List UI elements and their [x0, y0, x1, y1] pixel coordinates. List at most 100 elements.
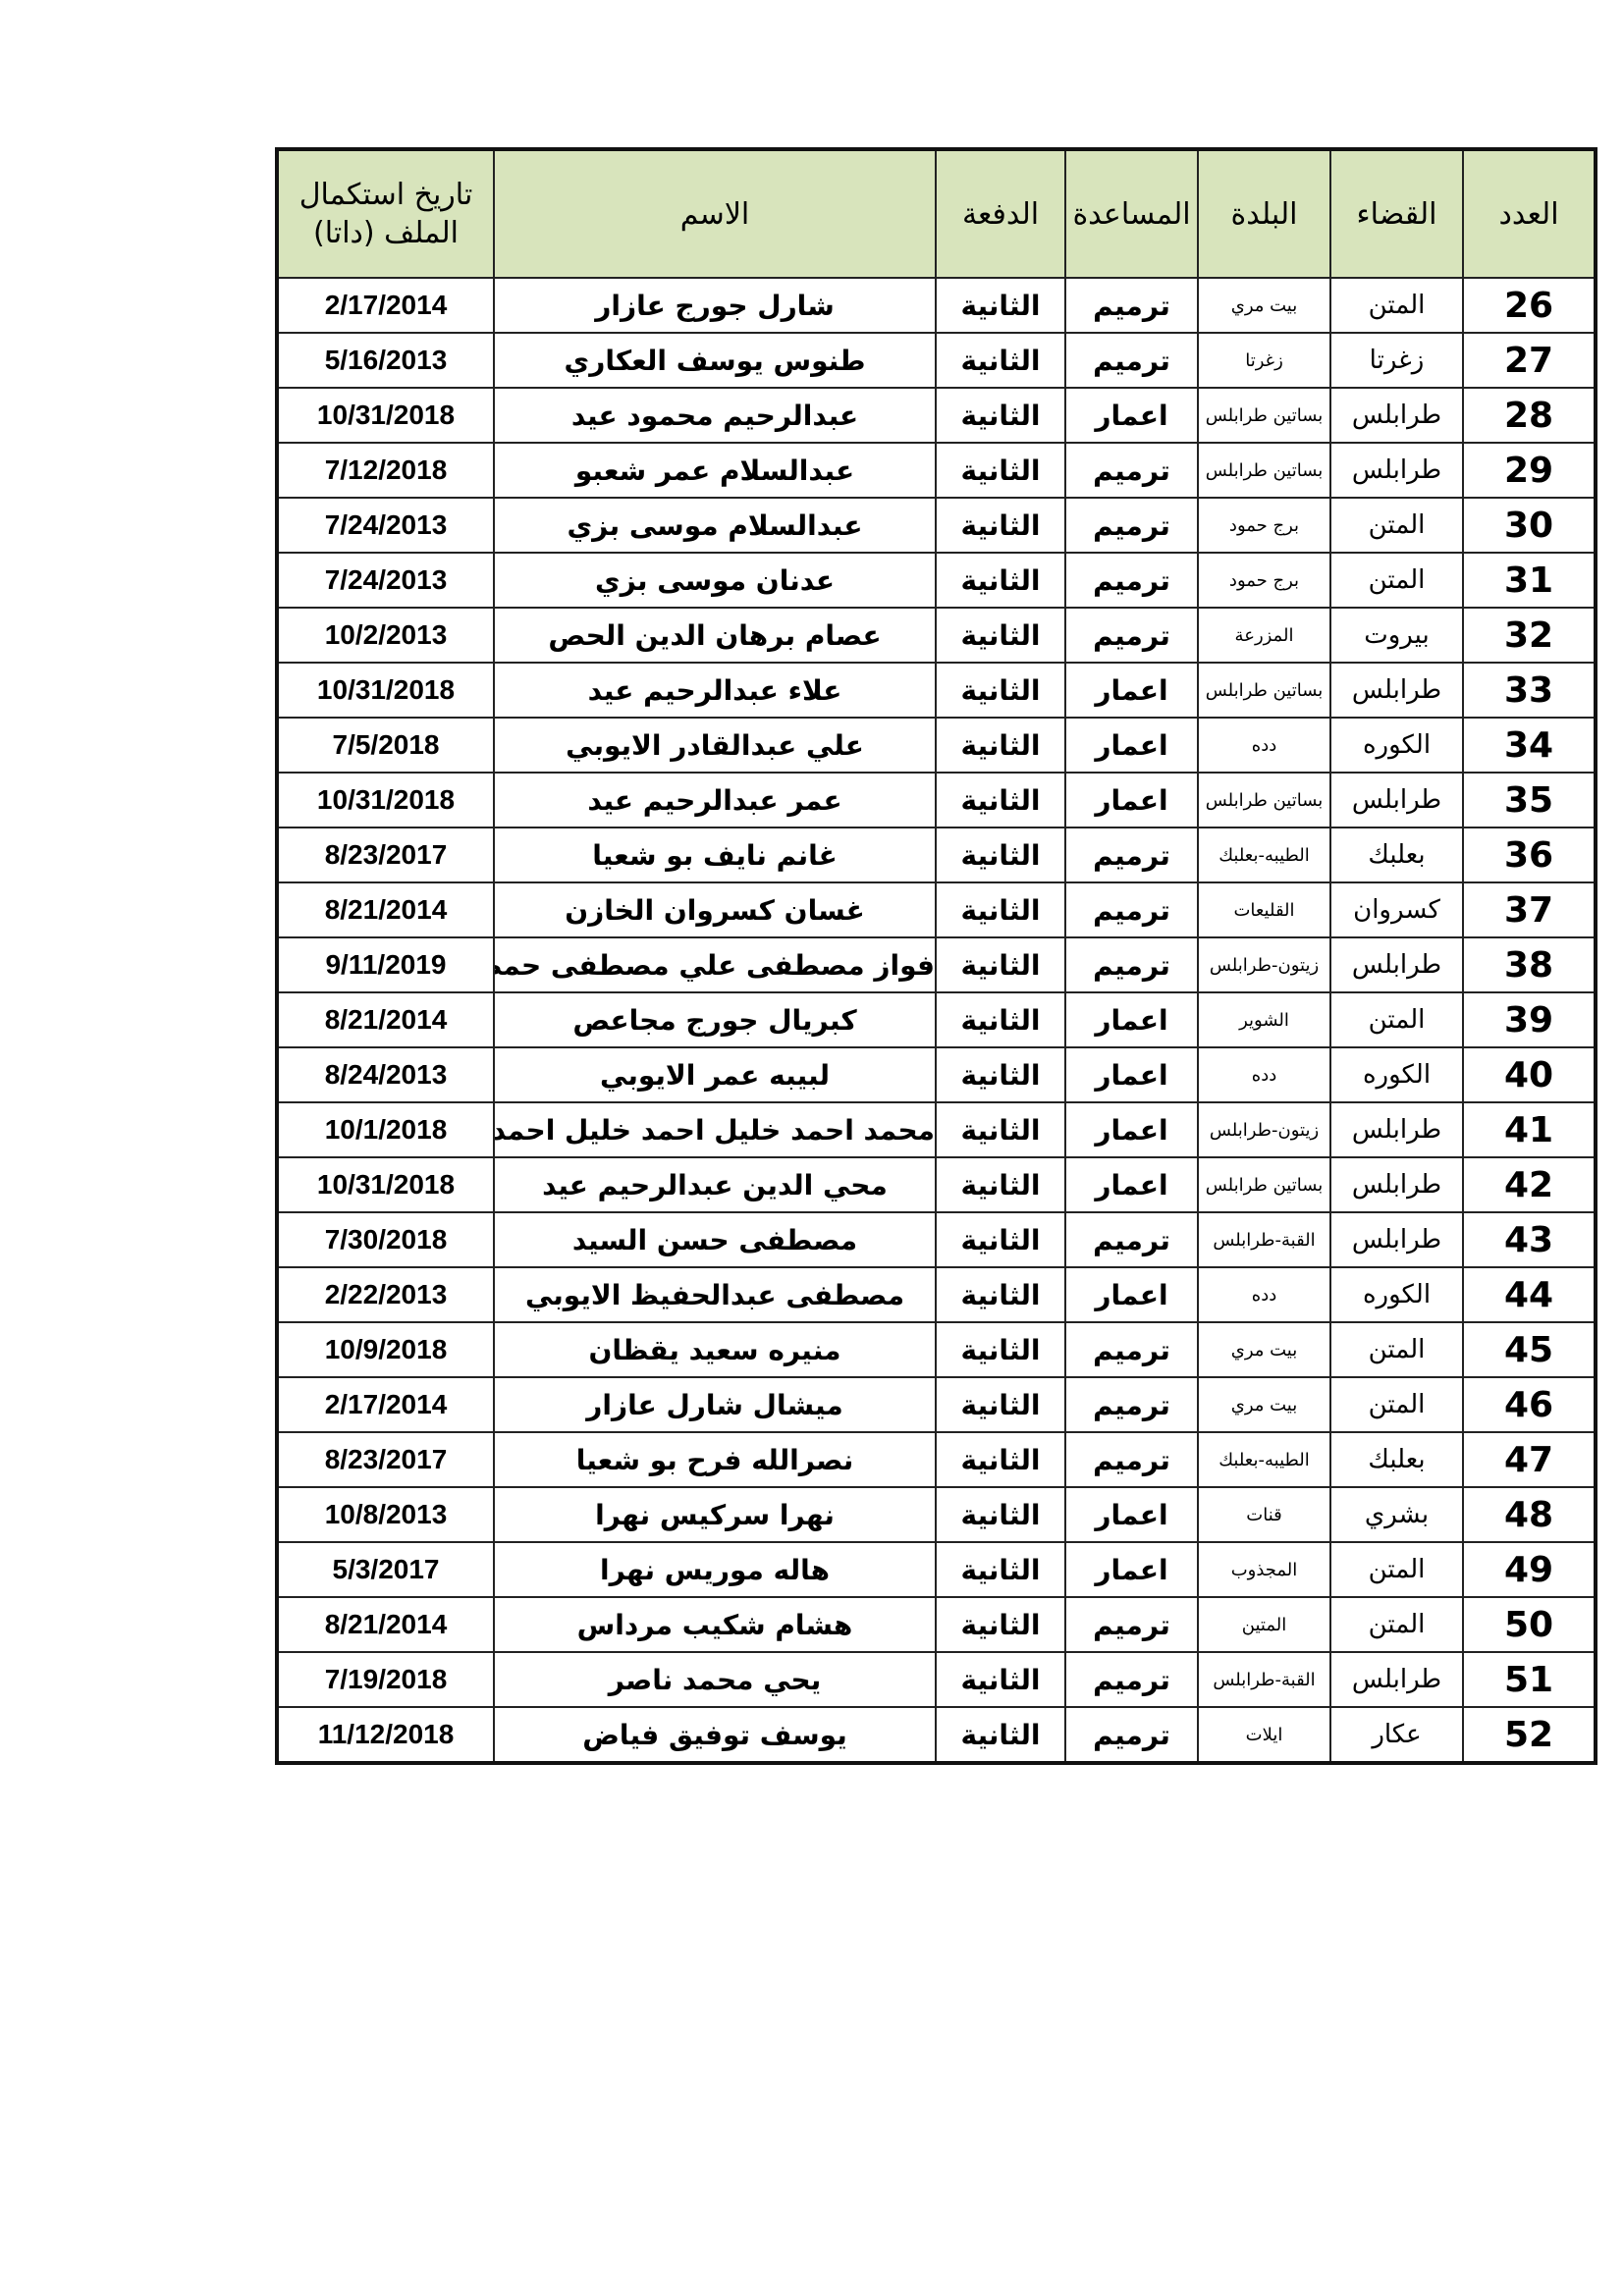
header-cell: البلدة — [1197, 148, 1331, 279]
table-cell: الثانية — [935, 607, 1066, 664]
table-cell: اعمار — [1064, 1046, 1199, 1103]
table-cell: 8/23/2017 — [276, 827, 495, 883]
table-cell: اعمار — [1064, 717, 1199, 774]
table-cell: 10/9/2018 — [276, 1321, 495, 1378]
table-cell: 30 — [1462, 497, 1597, 554]
table-cell: 33 — [1462, 662, 1597, 719]
table-cell: يوسف توفيق فياض — [493, 1706, 937, 1764]
table-cell: اعمار — [1064, 1266, 1199, 1323]
table-cell: ترميم — [1064, 552, 1199, 609]
table-cell: كسروان — [1329, 881, 1464, 938]
table-row: 47 بعلبك الطيبه-بعلبك ترميم الثانية نصرالله ف… — [276, 1431, 1597, 1488]
table-cell: الثانية — [935, 1486, 1066, 1543]
table-cell: زغرتا — [1197, 332, 1331, 389]
table-cell: الكوره — [1329, 1046, 1464, 1103]
table-cell: الثانية — [935, 1266, 1066, 1323]
table-cell: 38 — [1462, 936, 1597, 993]
table-cell: يحي محمد ناصر — [493, 1651, 937, 1708]
table-cell: 10/31/2018 — [276, 1156, 495, 1213]
table-cell: طرابلس — [1329, 387, 1464, 444]
table-cell: اعمار — [1064, 1101, 1199, 1158]
table-cell: الشوير — [1197, 991, 1331, 1048]
table-cell: القبة-طرابلس — [1197, 1651, 1331, 1708]
table-cell: طرابلس — [1329, 442, 1464, 499]
table-cell: طرابلس — [1329, 772, 1464, 828]
table-row: 30 المتن برج حمود ترميم الثانية عبدالسلام موس… — [276, 497, 1597, 554]
table-row: 26 المتن بيت مري ترميم الثانية شارل جورج عازا… — [276, 277, 1597, 334]
table-row: 44 الكوره دده اعمار الثانية مصطفى عبدالحفيظ ا… — [276, 1266, 1597, 1323]
table-cell: الثانية — [935, 1321, 1066, 1378]
table-cell: المتن — [1329, 1321, 1464, 1378]
table-cell: ترميم — [1064, 1596, 1199, 1653]
table-cell: الثانية — [935, 497, 1066, 554]
header-cell: الدفعة — [935, 148, 1066, 279]
table-cell: 49 — [1462, 1541, 1597, 1598]
table-cell: بيت مري — [1197, 1376, 1331, 1433]
table-cell: ترميم — [1064, 1321, 1199, 1378]
table-row: 49 المتن المجذوب اعمار الثانية هاله موريس نهر… — [276, 1541, 1597, 1598]
table-cell: اعمار — [1064, 772, 1199, 828]
table-cell: ميشال شارل عازار — [493, 1376, 937, 1433]
table-cell: الطيبه-بعلبك — [1197, 827, 1331, 883]
table-cell: ترميم — [1064, 607, 1199, 664]
table-cell: المزرعة — [1197, 607, 1331, 664]
table-cell: اعمار — [1064, 991, 1199, 1048]
table-cell: 10/8/2013 — [276, 1486, 495, 1543]
table-row: 39 المتن الشوير اعمار الثانية كبريال جورج مجا… — [276, 991, 1597, 1048]
table-cell: منيره سعيد يقظان — [493, 1321, 937, 1378]
table-cell: بعلبك — [1329, 827, 1464, 883]
table-cell: عصام برهان الدين الحص — [493, 607, 937, 664]
table-cell: طرابلس — [1329, 1651, 1464, 1708]
table-cell: الثانية — [935, 881, 1066, 938]
table-cell: برج حمود — [1197, 497, 1331, 554]
table-cell: بشري — [1329, 1486, 1464, 1543]
table-cell: نهرا سركيس نهرا — [493, 1486, 937, 1543]
table-cell: عبدالسلام موسى بزي — [493, 497, 937, 554]
table-cell: بساتين طرابلس — [1197, 772, 1331, 828]
table-cell: محي الدين عبدالرحيم عيد — [493, 1156, 937, 1213]
table-row: 48 بشري قنات اعمار الثانية نهرا سركيس نهرا 10/… — [276, 1486, 1597, 1543]
table-cell: محمد احمد خليل احمد خليل احمد — [493, 1101, 937, 1158]
table-cell: الكوره — [1329, 717, 1464, 774]
table-cell: زيتون-طرابلس — [1197, 1101, 1331, 1158]
table-cell: الثانية — [935, 717, 1066, 774]
table-cell: الثانية — [935, 1706, 1066, 1764]
table-cell: بعلبك — [1329, 1431, 1464, 1488]
table-cell: 31 — [1462, 552, 1597, 609]
table-cell: 45 — [1462, 1321, 1597, 1378]
table-cell: 37 — [1462, 881, 1597, 938]
header-cell: تاريخ استكمال الملف (داتا) — [276, 148, 495, 279]
table-cell: قنات — [1197, 1486, 1331, 1543]
table-cell: 10/1/2018 — [276, 1101, 495, 1158]
table-cell: الثانية — [935, 1431, 1066, 1488]
table-cell: بيت مري — [1197, 277, 1331, 334]
table-cell: طرابلس — [1329, 1156, 1464, 1213]
table-cell: القليعات — [1197, 881, 1331, 938]
table-cell: 7/19/2018 — [276, 1651, 495, 1708]
table-row: 33 طرابلس بساتين طرابلس اعمار الثانية علاء عب… — [276, 662, 1597, 719]
table-row: 41 طرابلس زيتون-طرابلس اعمار الثانية محمد احم… — [276, 1101, 1597, 1158]
table-cell: 7/24/2013 — [276, 552, 495, 609]
table-cell: 10/31/2018 — [276, 772, 495, 828]
table-cell: المتن — [1329, 277, 1464, 334]
table-cell: علي عبدالقادر الايوبي — [493, 717, 937, 774]
table-cell: 8/23/2017 — [276, 1431, 495, 1488]
table-cell: المتن — [1329, 1596, 1464, 1653]
table-cell: 40 — [1462, 1046, 1597, 1103]
table-cell: عبدالرحيم محمود عيد — [493, 387, 937, 444]
table-cell: 8/24/2013 — [276, 1046, 495, 1103]
table-row: 37 كسروان القليعات ترميم الثانية غسان كسروان … — [276, 881, 1597, 938]
table-cell: 7/5/2018 — [276, 717, 495, 774]
table-cell: 44 — [1462, 1266, 1597, 1323]
table-cell: زيتون-طرابلس — [1197, 936, 1331, 993]
table-cell: 52 — [1462, 1706, 1597, 1764]
table-cell: 47 — [1462, 1431, 1597, 1488]
header-cell: الاسم — [493, 148, 937, 279]
table-row: 42 طرابلس بساتين طرابلس اعمار الثانية محي الد… — [276, 1156, 1597, 1213]
table-cell: 39 — [1462, 991, 1597, 1048]
table-cell: عمر عبدالرحيم عيد — [493, 772, 937, 828]
table-row: 43 طرابلس القبة-طرابلس ترميم الثانية مصطفى حس… — [276, 1211, 1597, 1268]
table-cell: المتن — [1329, 552, 1464, 609]
table-cell: الثانية — [935, 1596, 1066, 1653]
